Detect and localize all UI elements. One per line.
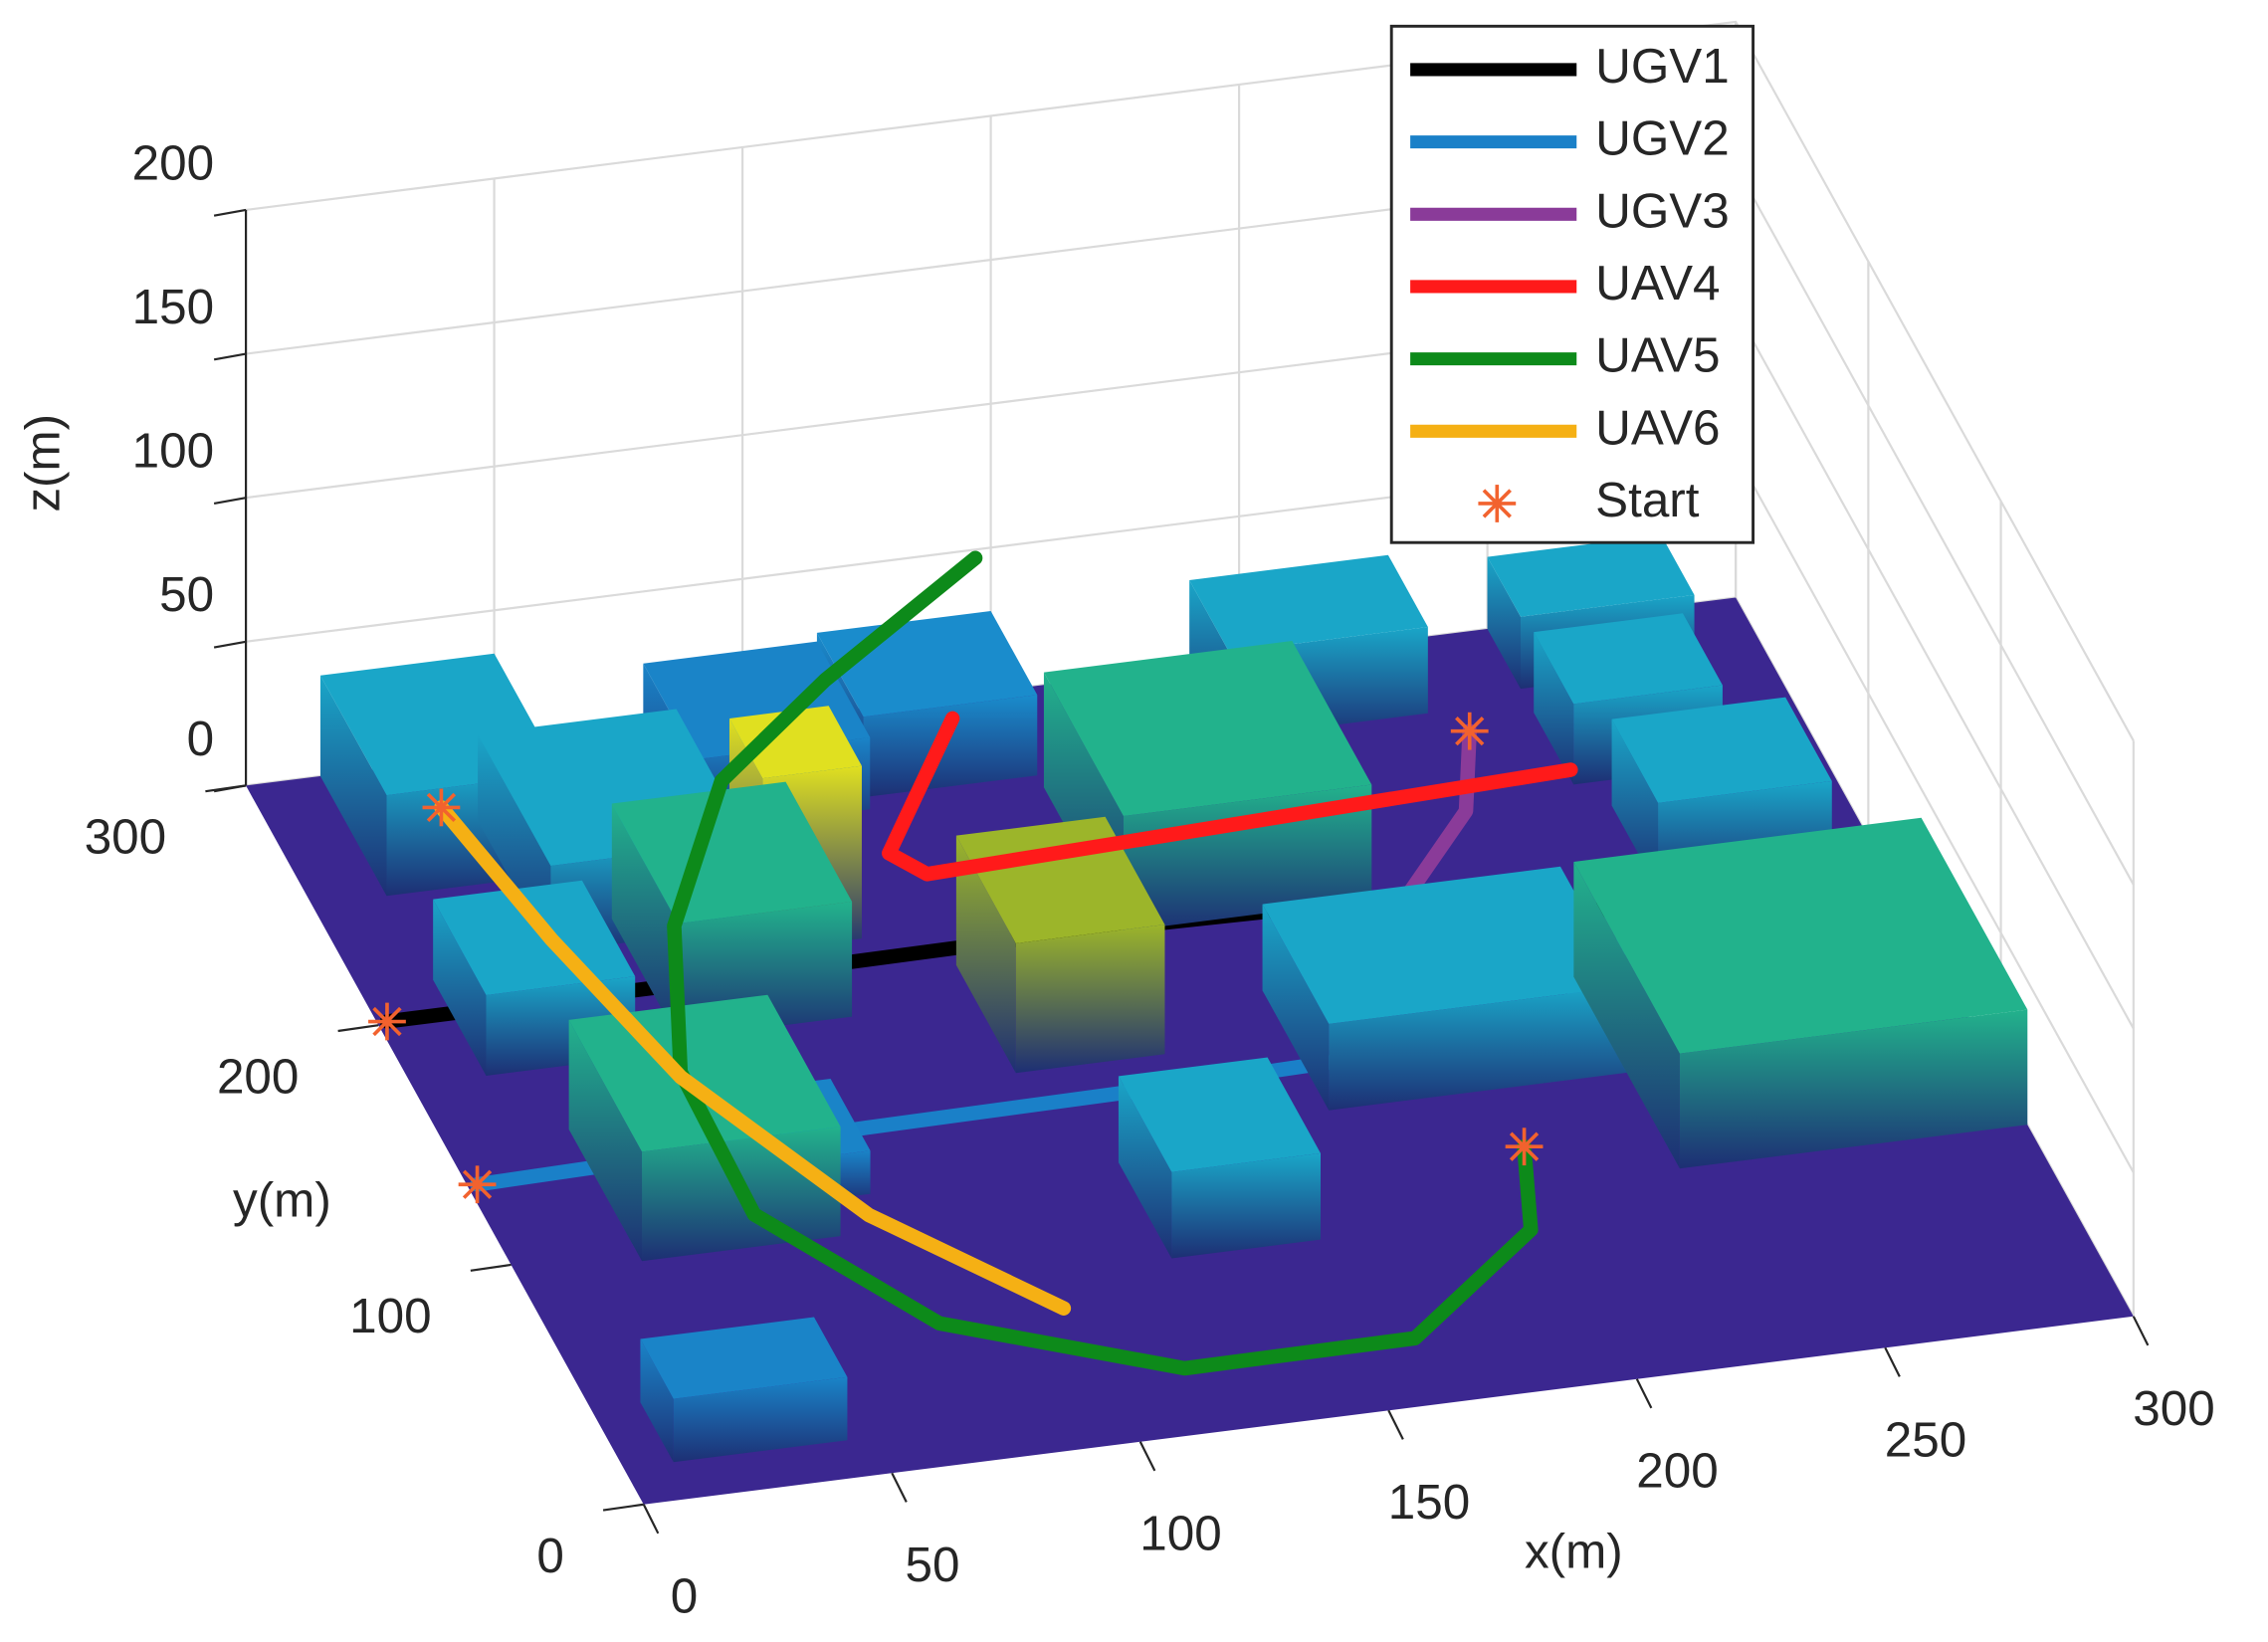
building-top [1487,534,1695,617]
building-top [1573,817,2028,1054]
x-tick-label: 250 [1885,1412,1966,1467]
building-top [1262,866,1627,1024]
y-axis-label: y(m) [233,1172,331,1227]
legend-label: UGV1 [1595,39,1730,94]
building-side [568,1019,643,1262]
z-axis-label: z(m) [16,414,71,513]
x-tick-label: 200 [1636,1444,1718,1499]
building-side [1534,632,1574,785]
building-side [955,835,1016,1074]
building-top [1611,697,1832,803]
z-tick [213,497,247,506]
start-marker [1505,1128,1544,1166]
y-tick-label: 200 [217,1049,299,1104]
start-marker [368,1002,406,1041]
building-front [1015,924,1165,1074]
legend: UGV1 UGV2 UGV3 UAV4 UAV5 UAV6 Start [1389,24,1755,544]
building-front [1329,986,1627,1111]
building-front [673,1376,848,1463]
start-marker [1450,712,1489,750]
building-side [1611,718,1659,890]
building-side [611,803,679,1039]
legend-label: UAV5 [1595,328,1720,383]
z-tick-label: 150 [132,280,214,334]
legend-label: UAV4 [1595,256,1720,310]
start-marker [422,788,461,827]
legend-label: UAV6 [1595,400,1720,455]
z-tick [213,640,247,649]
y-tick-label: 300 [85,810,166,865]
z-tick-label: 0 [187,712,214,766]
z-tick-label: 100 [132,424,214,479]
x-axis-label: x(m) [1525,1525,1623,1579]
building-front [1171,1152,1321,1259]
start-marker [458,1165,497,1204]
x-tick [642,1504,660,1535]
building-front [863,695,1038,798]
building-front [1679,1009,2028,1169]
x-tick-label: 0 [671,1569,698,1624]
x-tick-label: 300 [2133,1381,2214,1436]
x-tick [2132,1316,2150,1346]
grid-line [245,20,2135,741]
y-tick [470,1263,512,1272]
z-tick-label: 50 [159,567,214,622]
building-front [1123,784,1372,931]
y-tick-label: 100 [349,1289,431,1343]
building-top [611,781,853,924]
building-top [728,706,862,779]
y-tick [602,1503,644,1512]
trajectory [882,711,1578,882]
building-side [1118,1076,1172,1259]
building [640,1317,848,1463]
air-trajectories [368,550,1578,1376]
x-tick-label: 100 [1139,1507,1221,1561]
building-side [1487,556,1522,690]
x-tick [1635,1378,1653,1409]
building-top [640,1317,848,1399]
building-top [1043,641,1372,817]
y-tick-label: 0 [536,1529,563,1583]
building-side [1573,861,1680,1169]
x-tick-label: 150 [1388,1475,1470,1530]
building-side [1262,904,1330,1111]
buildings [319,534,2028,1463]
building-top [1189,554,1428,653]
z-tick [213,352,247,361]
building [1573,817,2028,1169]
x-tick [891,1472,908,1503]
building-top [1118,1057,1321,1172]
x-tick [1884,1346,1901,1377]
trajectory [434,800,1072,1316]
x-tick [1387,1409,1404,1440]
z-tick [213,208,247,217]
x-tick [1138,1441,1156,1472]
building [1118,1057,1321,1259]
building-side [319,675,387,897]
trajectory [667,550,1539,1376]
legend-label: UGV2 [1595,111,1730,166]
building-side [433,899,487,1076]
building-top [1534,613,1723,705]
axes: 0 50 100 150 200 0 50 100 150 200 250 300 0 100 200 300 [85,135,2215,1623]
y-tick [337,1024,379,1033]
start-marker [1478,485,1517,522]
building [1262,866,1627,1111]
building-side [640,1338,674,1463]
x-tick-label: 50 [906,1538,960,1592]
legend-label: UGV3 [1595,183,1730,238]
legend-label: Start [1595,473,1700,527]
y-tick [205,784,247,793]
z-tick-label: 200 [132,135,214,190]
